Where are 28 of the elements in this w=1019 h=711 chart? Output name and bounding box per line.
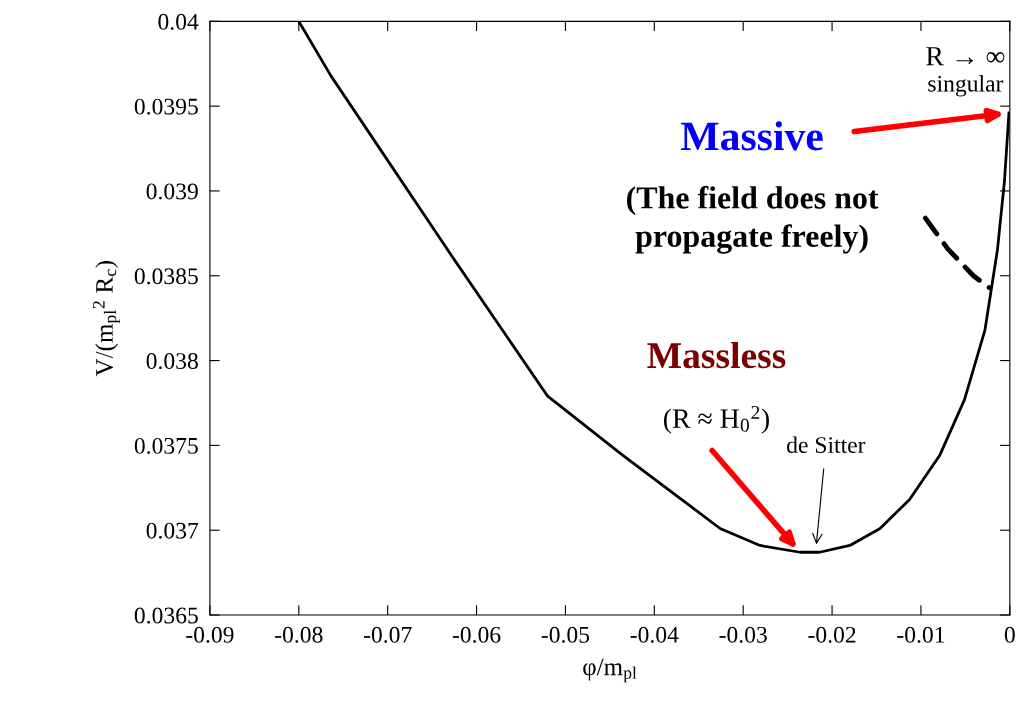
annotation: Massive (681, 121, 823, 151)
x-tick-label: -0.07 (363, 626, 412, 643)
annotation: (R ≈ H$_{0}$$^{2}$) (664, 405, 769, 434)
y-tick-label: 0.0385 (134, 268, 198, 285)
annotation: de Sitter (787, 436, 866, 453)
x-axis-title: φ/m$_{pl}$ (583, 658, 637, 683)
annotation: Massless (647, 341, 786, 369)
x-tick-label: -0.01 (897, 626, 945, 643)
annotation: singular (928, 75, 1004, 97)
y-axis-title: V/(m$_{pl}$$^{2}$ R$_{c}$) (92, 261, 120, 377)
x-tick-label: -0.04 (630, 626, 679, 643)
y-tick-label: 0.039 (146, 183, 198, 200)
x-tick-label: -0.03 (719, 626, 767, 643)
y-tick-label: 0.037 (146, 522, 199, 539)
annotation: (The field does not propagate freely) (627, 185, 879, 254)
x-tick-label: 0 (1004, 626, 1015, 643)
y-tick-label: 0.0395 (134, 98, 198, 115)
x-tick-label: -0.02 (808, 626, 856, 643)
x-tick-label: -0.06 (452, 626, 501, 643)
y-tick-label: 0.0365 (134, 607, 198, 624)
x-tick-label: -0.05 (541, 626, 590, 643)
annotation: R → ∞ (926, 47, 1005, 66)
x-tick-label: -0.08 (275, 626, 323, 643)
y-tick-label: 0.038 (146, 353, 198, 370)
x-tick-label: -0.09 (186, 626, 234, 643)
y-tick-label: 0.04 (158, 13, 199, 30)
line-series (922, 215, 992, 291)
y-tick-label: 0.0375 (134, 437, 198, 454)
